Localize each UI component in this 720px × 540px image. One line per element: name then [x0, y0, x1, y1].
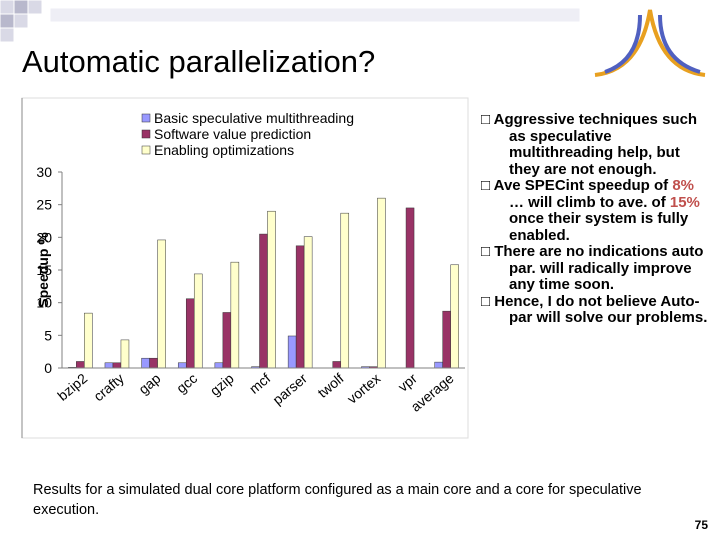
bullet: □ Aggressive techniques such as speculat… [481, 111, 698, 178]
bullet-text: Ave SPECint speedup of [493, 177, 673, 194]
y-tick-label: 30 [36, 164, 52, 180]
bar [177, 362, 187, 369]
bar [230, 261, 240, 369]
bar [112, 362, 122, 369]
bullet: □ Ave SPECint speedup of 8% … will climb… [481, 177, 700, 244]
bar [157, 239, 166, 369]
bullet-text: once their system is fully enabled. [509, 210, 689, 244]
logo [594, 9, 706, 77]
bar [434, 361, 443, 369]
y-tick-label: 0 [44, 360, 52, 376]
bar [120, 339, 130, 369]
bar [185, 298, 195, 369]
legend-swatch [141, 129, 151, 139]
bar [222, 312, 232, 369]
legend-label: Basic speculative multithreading [154, 110, 354, 126]
y-tick-label: 5 [44, 327, 52, 343]
bar [377, 197, 386, 369]
y-axis-label: Speedup % [35, 232, 51, 308]
bar [450, 264, 459, 369]
highlight: 8% [672, 177, 694, 194]
y-tick-label: 20 [36, 229, 52, 245]
bar [259, 233, 268, 369]
bar [141, 357, 150, 369]
bar [104, 362, 114, 369]
bar [76, 361, 85, 369]
bullet-text: Aggressive techniques such as speculativ… [493, 111, 698, 178]
bullets: □ Aggressive techniques such as speculat… [481, 111, 713, 327]
slide-title: Automatic parallelization? [22, 44, 376, 79]
bar [267, 210, 276, 369]
y-tick-label: 10 [36, 295, 52, 311]
bullet: □ There are no indications auto par. wil… [481, 243, 704, 293]
bullet-text: There are no indications auto par. will … [494, 243, 704, 293]
page-number: 75 [694, 518, 708, 532]
bar [340, 212, 350, 369]
y-tick-label: 25 [36, 197, 52, 213]
bar [214, 362, 224, 369]
bar [287, 335, 297, 369]
bar [303, 236, 313, 369]
highlight: 15% [669, 193, 700, 211]
legend-swatch [141, 145, 151, 155]
bullet-text: … will climb to ave. of [509, 193, 670, 211]
bar [84, 312, 93, 369]
decoration [0, 0, 581, 43]
y-tick-label: 15 [36, 262, 52, 278]
legend-label: Enabling optimizations [154, 142, 294, 158]
bar [193, 273, 203, 369]
bullet: □ Hence, I do not believe Auto-par will … [481, 292, 708, 326]
bar [405, 207, 415, 369]
bullet-text: Hence, I do not believe Auto-par will so… [494, 292, 708, 326]
bar [442, 310, 451, 369]
caption: Results for a simulated dual core platfo… [33, 482, 642, 518]
legend-swatch [141, 113, 151, 123]
bar [149, 357, 158, 369]
bar [332, 361, 342, 369]
chart-area [21, 97, 469, 439]
legend-label: Software value prediction [154, 126, 311, 142]
bar [295, 245, 305, 369]
